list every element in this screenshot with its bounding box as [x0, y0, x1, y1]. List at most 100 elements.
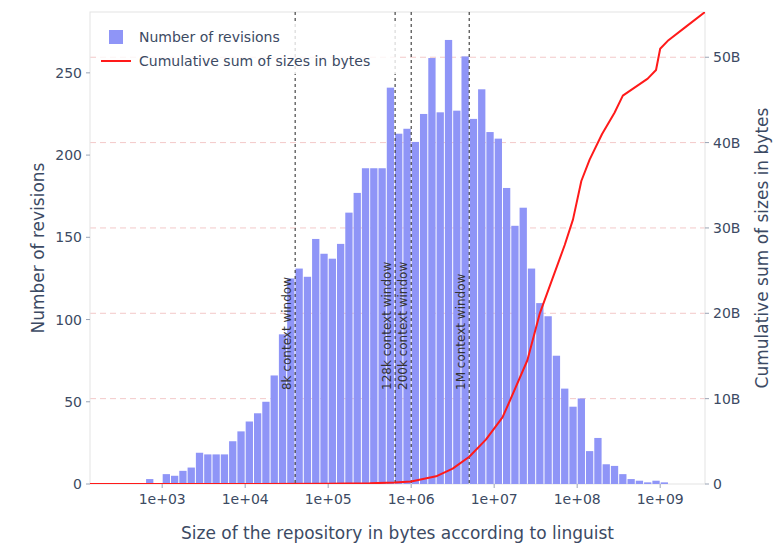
histogram-bar: [354, 193, 361, 484]
histogram-bar: [262, 402, 269, 484]
annotation-label: 8k context window: [280, 277, 294, 390]
histogram-bar: [553, 356, 560, 484]
x-tick-label: 1e+03: [139, 491, 186, 507]
histogram-bar: [652, 481, 659, 484]
y2-tick-label: 20B: [713, 305, 740, 321]
y2-tick-label: 40B: [713, 135, 740, 151]
x-tick-label: 1e+09: [637, 491, 684, 507]
y-tick: [86, 155, 90, 156]
histogram-bar: [528, 269, 535, 484]
histogram-bar: [420, 114, 427, 484]
y2-tick-label: 50B: [713, 49, 740, 65]
context-window-line: [411, 12, 412, 484]
legend-swatch: [101, 60, 131, 62]
histogram-bar: [312, 239, 319, 484]
histogram-bar: [428, 58, 435, 484]
histogram-bar: [569, 407, 576, 484]
y-tick-label: 200: [55, 147, 82, 163]
histogram-bar: [495, 139, 502, 484]
x-tick: [577, 484, 578, 488]
histogram-bar: [295, 269, 302, 484]
y-tick-label: 0: [73, 476, 82, 492]
y2-tick: [705, 57, 709, 58]
histogram-bar: [461, 56, 468, 484]
y-tick: [86, 237, 90, 238]
x-tick: [328, 484, 329, 488]
context-window-line: [395, 12, 396, 484]
histogram-bar: [536, 303, 543, 484]
x-tick-label: 1e+06: [388, 491, 435, 507]
x-tick-label: 1e+07: [471, 491, 518, 507]
histogram-bar: [561, 389, 568, 484]
histogram-bar: [470, 119, 477, 484]
histogram-bar: [246, 422, 253, 484]
legend-label: Number of revisions: [139, 29, 280, 45]
histogram-bar: [320, 254, 327, 484]
x-tick: [494, 484, 495, 488]
x-tick: [660, 484, 661, 488]
histogram-bar: [661, 482, 668, 484]
histogram-bar: [163, 474, 170, 484]
x-tick: [162, 484, 163, 488]
histogram-bar: [337, 244, 344, 484]
annotation-label: 200k context window: [396, 262, 410, 390]
histogram-bar: [437, 112, 444, 484]
histogram-bar: [329, 259, 336, 484]
y-tick: [86, 72, 90, 73]
context-window-line: [469, 12, 470, 484]
histogram-bar: [586, 451, 593, 484]
histogram-bar: [644, 482, 651, 484]
y2-axis-title: Cumulative sum of sizes in bytes: [752, 107, 772, 388]
y-tick: [86, 319, 90, 320]
y-tick-label: 250: [55, 65, 82, 81]
histogram-bar: [171, 476, 178, 484]
y-tick: [86, 484, 90, 485]
y2-tick-label: 30B: [713, 220, 740, 236]
histogram-bar: [229, 441, 236, 484]
histogram-bar: [636, 481, 643, 484]
chart: 8k context window 128k context window200k…: [0, 0, 775, 555]
y2-tick: [705, 398, 709, 399]
histogram-bar: [304, 277, 311, 484]
y2-tick: [705, 227, 709, 228]
histogram-bar: [594, 438, 601, 484]
histogram-bar: [619, 474, 626, 484]
x-tick: [245, 484, 246, 488]
context-window-line: [295, 12, 296, 484]
y2-tick-label: 0: [713, 476, 722, 492]
cumulative-line: [90, 12, 705, 484]
y-axis-title: Number of revisions: [28, 162, 48, 333]
legend-box: [100, 24, 400, 74]
y2-tick: [705, 142, 709, 143]
histogram-bar: [204, 454, 211, 484]
histogram-bar: [254, 413, 261, 484]
plot-frame: [90, 12, 705, 484]
legend-label: Cumulative sum of sizes in bytes: [139, 53, 370, 69]
histogram-bar: [188, 468, 195, 484]
histogram-bar: [370, 168, 377, 484]
histogram-bar: [345, 213, 352, 484]
annotation-label: 1M context window: [454, 273, 468, 390]
plot-area: [90, 12, 705, 484]
y-tick: [86, 401, 90, 402]
histogram-bar: [478, 89, 485, 484]
histogram-bar: [445, 40, 452, 484]
legend-swatch: [109, 30, 123, 44]
x-tick-label: 1e+08: [554, 491, 601, 507]
x-tick: [411, 484, 412, 488]
histogram-bar: [627, 479, 634, 484]
y-tick-label: 50: [64, 394, 82, 410]
histogram-bar: [179, 471, 186, 484]
histogram-bar: [503, 188, 510, 484]
histogram-bar: [221, 454, 228, 484]
histogram-bar: [412, 142, 419, 484]
x-tick-label: 1e+05: [305, 491, 352, 507]
histogram-bar: [196, 453, 203, 484]
histogram-bar: [578, 398, 585, 484]
x-axis-title: Size of the repository in bytes accordin…: [181, 523, 614, 543]
y-tick-label: 100: [55, 312, 82, 328]
y2-tick: [705, 484, 709, 485]
annotation-label: 128k context window: [380, 262, 394, 390]
histogram-bar: [520, 208, 527, 484]
histogram-bar: [544, 316, 551, 484]
